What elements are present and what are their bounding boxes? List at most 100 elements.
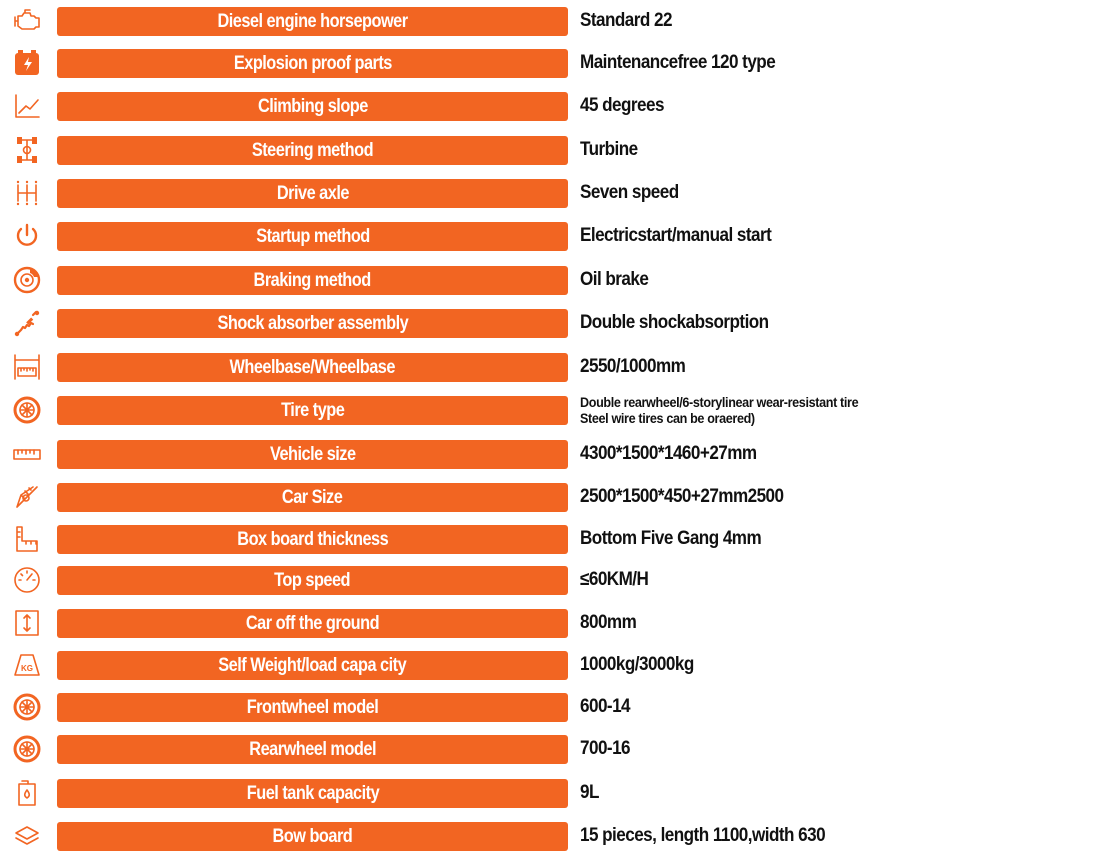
spec-value-line: Double rearwheel/6-storylinear wear-resi… (580, 394, 859, 410)
spec-label: Frontwheel model (246, 696, 379, 718)
shock-absorber-icon (10, 307, 44, 339)
ground-clearance-icon (10, 607, 44, 639)
spec-row: Diesel engine horsepower Standard 22 (0, 4, 1100, 38)
weight-kg-text: KG (21, 664, 33, 673)
spec-label: Startup method (255, 225, 370, 247)
spec-label: Steering method (251, 139, 374, 161)
spec-label: Explosion proof parts (233, 52, 392, 74)
spec-row: Box board thickness Bottom Five Gang 4mm (0, 522, 1100, 556)
protractor-icon (10, 481, 44, 513)
spec-value: Seven speed (580, 182, 679, 203)
spec-row: Startup method Electricstart/manual star… (0, 219, 1100, 253)
spec-label: Top speed (274, 569, 351, 591)
spec-label: Rearwheel model (249, 738, 376, 760)
spec-label: Climbing slope (257, 95, 368, 117)
spec-row: Car off the ground 800mm (0, 606, 1100, 640)
spec-label-bar: Steering method (57, 136, 568, 165)
spec-label: Car Size (282, 486, 343, 508)
spec-label: Tire type (280, 399, 345, 421)
fuel-tank-icon (10, 777, 44, 809)
wheelbase-ruler-icon (10, 351, 44, 383)
spec-value: 45 degrees (580, 95, 665, 116)
spec-label-bar: Vehicle size (57, 440, 568, 469)
spec-label: Bow board (272, 825, 353, 847)
spec-label-bar: Box board thickness (57, 525, 568, 554)
spec-row: Wheelbase/Wheelbase 2550/1000mm (0, 350, 1100, 384)
spec-row: Braking method Oil brake (0, 263, 1100, 297)
spec-value: Standard 22 (580, 10, 672, 31)
spec-value: 9L (580, 782, 599, 803)
spec-label-bar: Wheelbase/Wheelbase (57, 353, 568, 382)
spec-value: 800mm (580, 612, 637, 633)
spec-label-bar: Bow board (57, 822, 568, 851)
spec-value: Double shockabsorption (580, 312, 769, 333)
spec-row: Tire type Double rearwheel/6-storylinear… (0, 393, 1100, 427)
weight-kg-icon: KG (10, 649, 44, 681)
spec-value: Electricstart/manual start (580, 225, 772, 246)
spec-value: Turbine (580, 139, 638, 160)
spec-label-bar: Rearwheel model (57, 735, 568, 764)
spec-label-bar: Explosion proof parts (57, 49, 568, 78)
spec-row: Top speed ≤60KM/H (0, 563, 1100, 597)
thickness-icon (10, 523, 44, 555)
spec-label: Shock absorber assembly (217, 312, 408, 334)
spec-row: Explosion proof parts Maintenancefree 12… (0, 46, 1100, 80)
ruler-icon (10, 438, 44, 470)
spec-row: Car Size 2500*1500*450+27mm2500 (0, 480, 1100, 514)
power-icon (10, 220, 44, 252)
spec-label-bar: Shock absorber assembly (57, 309, 568, 338)
front-wheel-icon (10, 691, 44, 723)
layers-icon (10, 820, 44, 852)
spec-label-bar: Braking method (57, 266, 568, 295)
spec-row: Steering method Turbine (0, 133, 1100, 167)
spec-value: 15 pieces, length 1100,width 630 (580, 825, 826, 846)
spec-label-bar: Top speed (57, 566, 568, 595)
steering-axle-icon (10, 134, 44, 166)
spec-row: Rearwheel model 700-16 (0, 732, 1100, 766)
spec-value: ≤60KM/H (580, 569, 649, 590)
spec-row: Shock absorber assembly Double shockabso… (0, 306, 1100, 340)
spec-row: Bow board 15 pieces, length 1100,width 6… (0, 819, 1100, 853)
spec-value: 600-14 (580, 696, 631, 717)
spec-row: Vehicle size 4300*1500*1460+27mm (0, 437, 1100, 471)
spec-value: 1000kg/3000kg (580, 654, 694, 675)
spec-label: Box board thickness (237, 528, 388, 550)
spec-value-line: Steel wire tires can be oraered) (580, 410, 755, 426)
spec-label: Fuel tank capacity (246, 782, 379, 804)
spec-row: Drive axle Seven speed (0, 176, 1100, 210)
spec-value: Maintenancefree 120 type (580, 52, 776, 73)
spec-label-bar: Diesel engine horsepower (57, 7, 568, 36)
spec-row: Frontwheel model 600-14 (0, 690, 1100, 724)
spec-row: Climbing slope 45 degrees (0, 89, 1100, 123)
spec-label-bar: Climbing slope (57, 92, 568, 121)
rear-wheel-icon (10, 733, 44, 765)
brake-disc-icon (10, 264, 44, 296)
speedometer-icon (10, 564, 44, 596)
spec-label: Diesel engine horsepower (217, 10, 408, 32)
tire-icon (10, 394, 44, 426)
engine-icon (10, 5, 44, 37)
spec-value: 2550/1000mm (580, 356, 686, 377)
spec-label: Wheelbase/Wheelbase (229, 356, 396, 378)
spec-label-bar: Drive axle (57, 179, 568, 208)
spec-label-bar: Tire type (57, 396, 568, 425)
spec-value: 4300*1500*1460+27mm (580, 443, 757, 464)
spec-label: Car off the ground (245, 612, 380, 634)
spec-label: Braking method (253, 269, 372, 291)
gear-shift-icon (10, 177, 44, 209)
battery-icon (10, 47, 44, 79)
spec-value: 700-16 (580, 738, 631, 759)
spec-value: Double rearwheel/6-storylinear wear-resi… (580, 393, 859, 427)
spec-label: Self Weight/load capa city (218, 654, 407, 676)
spec-label-bar: Startup method (57, 222, 568, 251)
spec-label-bar: Frontwheel model (57, 693, 568, 722)
spec-label: Vehicle size (269, 443, 356, 465)
spec-label-bar: Car off the ground (57, 609, 568, 638)
spec-value: 2500*1500*450+27mm2500 (580, 486, 784, 507)
spec-value: Oil brake (580, 269, 649, 290)
spec-row: KG Self Weight/load capa city 1000kg/300… (0, 648, 1100, 682)
spec-label-bar: Car Size (57, 483, 568, 512)
slope-chart-icon (10, 90, 44, 122)
spec-label-bar: Self Weight/load capa city (57, 651, 568, 680)
